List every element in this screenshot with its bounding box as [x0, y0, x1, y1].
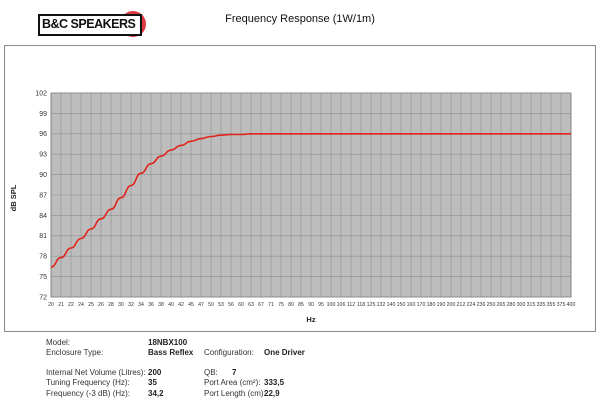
y-tick-label: 84 — [39, 213, 47, 220]
x-tick-label: 24 — [78, 302, 84, 308]
y-tick-label: 102 — [35, 90, 47, 97]
x-tick-label: 22 — [68, 302, 74, 308]
x-tick-label: 26 — [98, 302, 104, 308]
x-tick-label: 75 — [278, 302, 284, 308]
x-tick-label: 106 — [337, 302, 346, 308]
chart-title: Frequency Response (1W/1m) — [225, 13, 375, 25]
y-axis-label: dB SPL — [9, 184, 18, 211]
logo-frame — [38, 14, 142, 36]
x-tick-label: 20 — [48, 302, 54, 308]
x-tick-label: 280 — [507, 302, 516, 308]
x-tick-label: 160 — [407, 302, 416, 308]
x-tick-label: 47 — [198, 302, 204, 308]
x-tick-label: 300 — [517, 302, 526, 308]
x-tick-label: 53 — [218, 302, 224, 308]
x-tick-label: 67 — [258, 302, 264, 308]
x-axis-ticks: 20 21 22 24 25 26 28 30 32 34 36 38 40 42 45 47 50 53 56 60… — [48, 302, 575, 308]
x-tick-label: 36 — [148, 302, 154, 308]
x-tick-label: 224 — [467, 302, 476, 308]
x-tick-label: 190 — [437, 302, 446, 308]
x-tick-label: 45 — [188, 302, 194, 308]
x-tick-label: 21 — [58, 302, 64, 308]
y-tick-label: 87 — [39, 192, 47, 199]
x-tick-label: 132 — [377, 302, 386, 308]
x-tick-label: 85 — [298, 302, 304, 308]
x-tick-label: 32 — [128, 302, 134, 308]
y-tick-label: 75 — [39, 274, 47, 281]
x-tick-label: 38 — [158, 302, 164, 308]
x-tick-label: 335 — [537, 302, 546, 308]
series-layer — [50, 133, 571, 268]
x-tick-label: 60 — [238, 302, 244, 308]
y-tick-label: 96 — [39, 131, 47, 138]
x-tick-label: 212 — [457, 302, 466, 308]
x-tick-label: 315 — [527, 302, 536, 308]
x-tick-label: 112 — [347, 302, 355, 308]
x-tick-label: 50 — [208, 302, 214, 308]
response-curve-line — [50, 133, 571, 268]
x-tick-label: 150 — [397, 302, 406, 308]
x-tick-label: 30 — [118, 302, 124, 308]
y-tick-label: 99 — [39, 111, 47, 118]
x-tick-label: 42 — [178, 302, 184, 308]
x-tick-label: 71 — [268, 302, 274, 308]
x-tick-label: 180 — [427, 302, 436, 308]
x-tick-label: 63 — [248, 302, 254, 308]
logo-text: B&C SPEAKERS — [42, 17, 136, 31]
y-tick-label: 72 — [39, 294, 47, 301]
x-tick-label: 40 — [168, 302, 174, 308]
x-tick-label: 200 — [447, 302, 456, 308]
x-tick-label: 375 — [557, 302, 566, 308]
x-tick-label: 95 — [318, 302, 324, 308]
x-tick-label: 265 — [497, 302, 506, 308]
x-tick-label: 25 — [88, 302, 94, 308]
x-tick-label: 125 — [367, 302, 376, 308]
x-tick-label: 236 — [477, 302, 486, 308]
x-tick-label: 170 — [417, 302, 426, 308]
x-tick-label: 28 — [108, 302, 114, 308]
x-tick-label: 56 — [228, 302, 234, 308]
x-tick-label: 250 — [487, 302, 496, 308]
x-tick-label: 355 — [547, 302, 556, 308]
y-tick-label: 78 — [39, 254, 47, 261]
y-axis-ticks: 72 75 78 81 84 87 90 93 96 99 102 — [35, 90, 47, 301]
x-tick-label: 90 — [308, 302, 314, 308]
x-tick-label: 100 — [327, 302, 336, 308]
x-tick-label: 118 — [357, 302, 365, 308]
y-tick-label: 81 — [39, 233, 47, 240]
x-tick-label: 140 — [387, 302, 396, 308]
y-tick-label: 90 — [39, 172, 47, 179]
brand-logo: B&C SPEAKERS — [38, 11, 146, 38]
y-tick-label: 93 — [39, 152, 47, 159]
x-tick-label: 80 — [288, 302, 294, 308]
x-tick-label: 400 — [567, 302, 576, 308]
x-axis-label: Hz — [306, 315, 315, 324]
x-tick-label: 34 — [138, 302, 144, 308]
